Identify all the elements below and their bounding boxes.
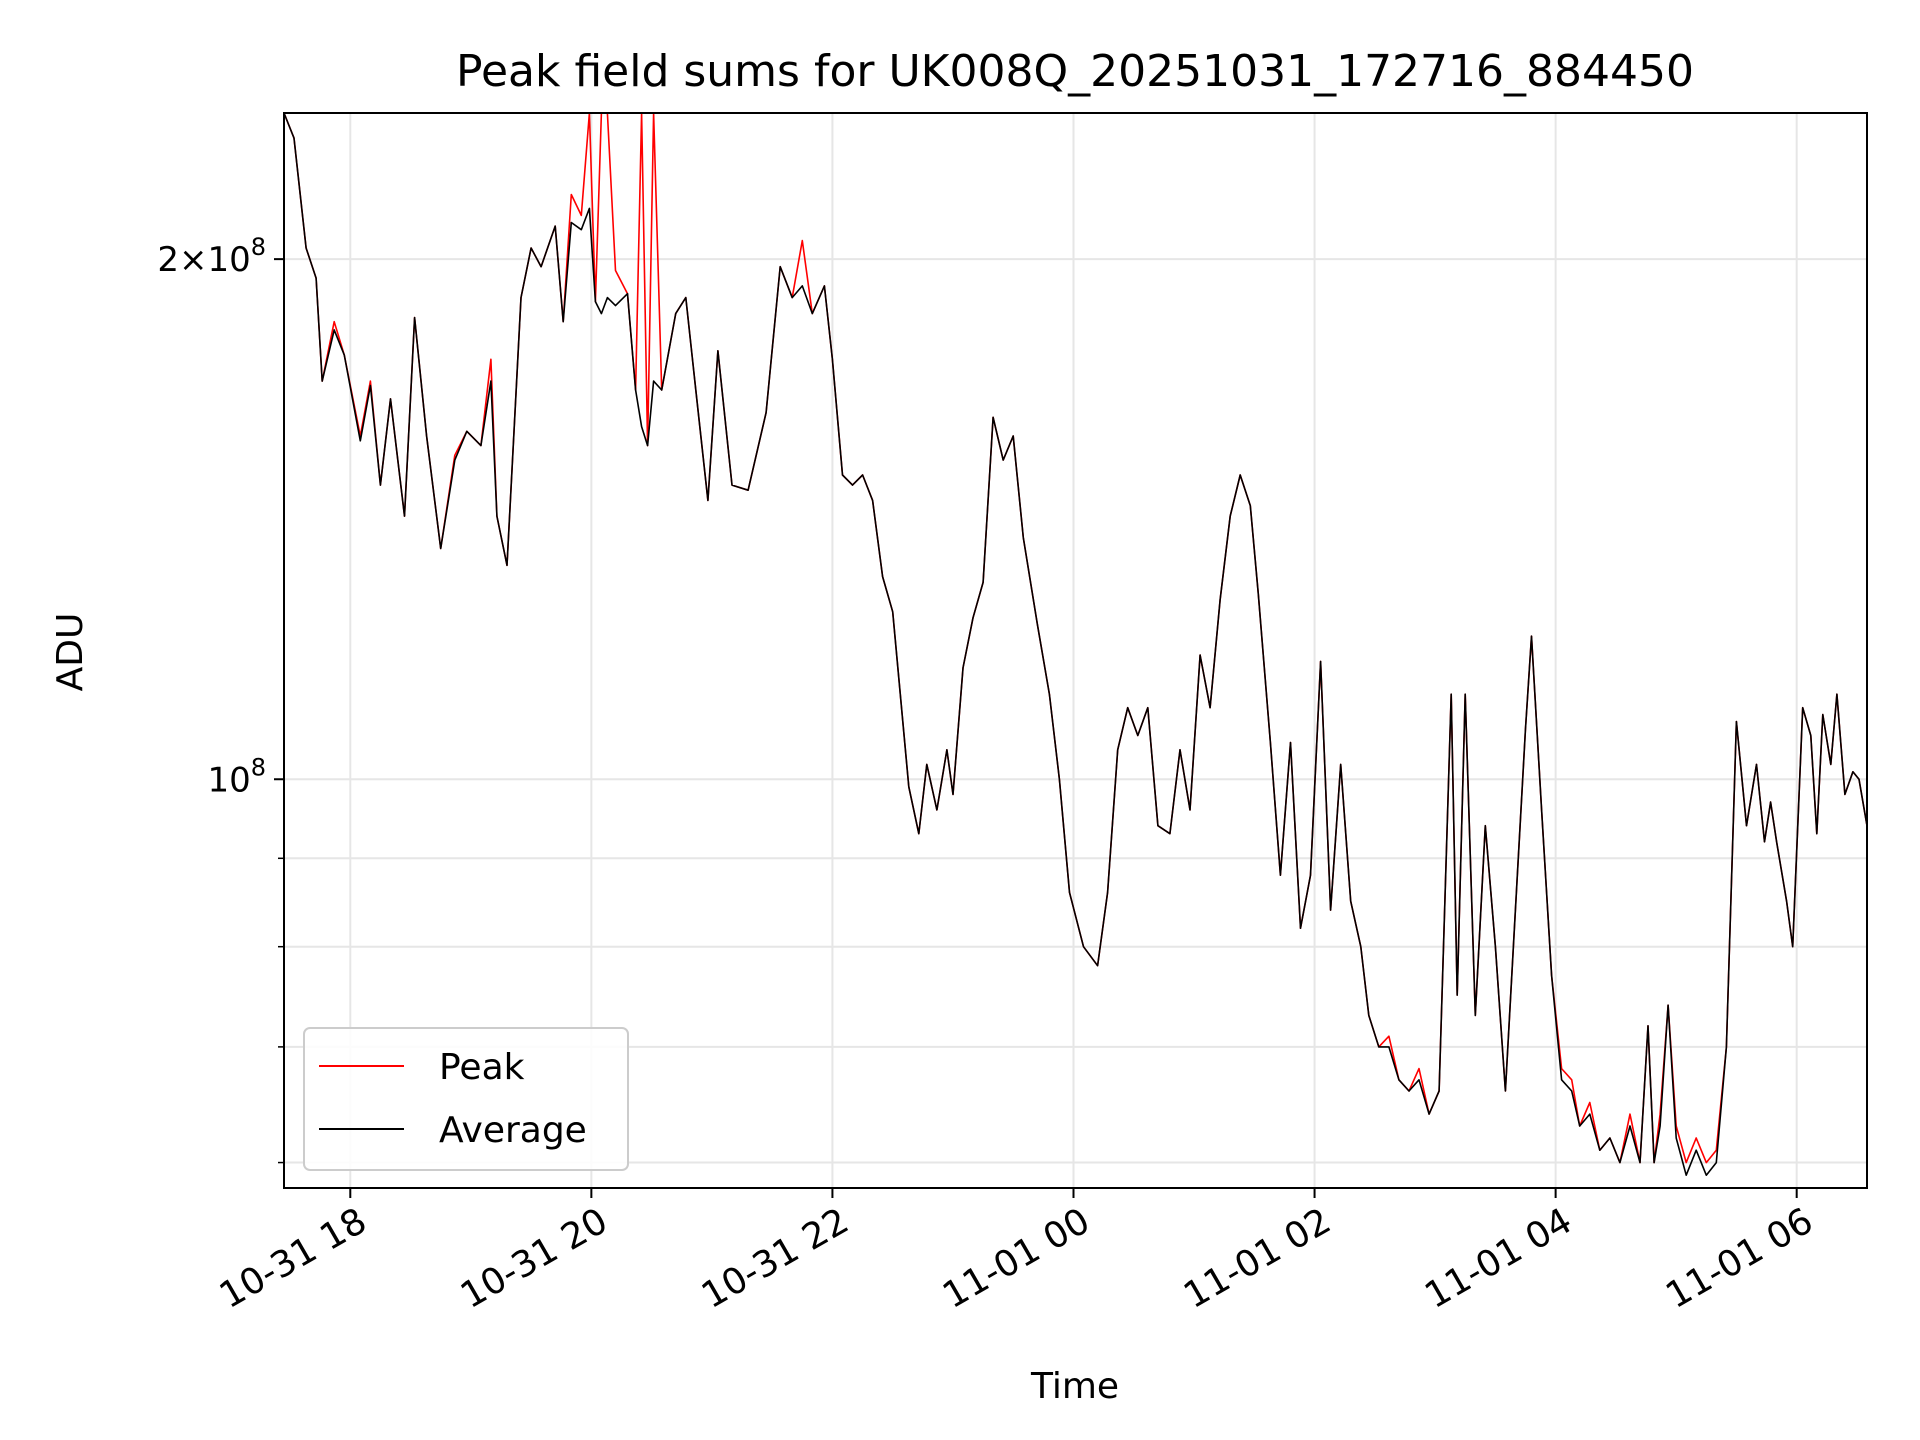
y-tick-base: 2×10: [157, 240, 250, 280]
series-line-average: [283, 112, 1868, 1176]
grid-lines: [284, 113, 1867, 1188]
y-axis-label: ADU: [50, 613, 91, 692]
legend: Peak Average: [303, 1027, 629, 1171]
legend-average-label: Average: [439, 1110, 587, 1151]
chart-title: Peak field sums for UK008Q_20251031_1727…: [456, 46, 1694, 97]
y-tick-exponent: 8: [251, 753, 266, 781]
y-tick-base: 10: [207, 760, 250, 800]
y-tick-label: 2×108: [157, 233, 266, 280]
x-axis-label: Time: [1030, 1366, 1119, 1407]
plot-frame: [283, 112, 1868, 1189]
series-layer: [283, 112, 1868, 1176]
y-tick-label: 108: [207, 753, 266, 800]
y-tick-exponent: 8: [251, 233, 266, 261]
legend-peak-label: Peak: [439, 1047, 525, 1088]
legend-box: [303, 1027, 629, 1171]
